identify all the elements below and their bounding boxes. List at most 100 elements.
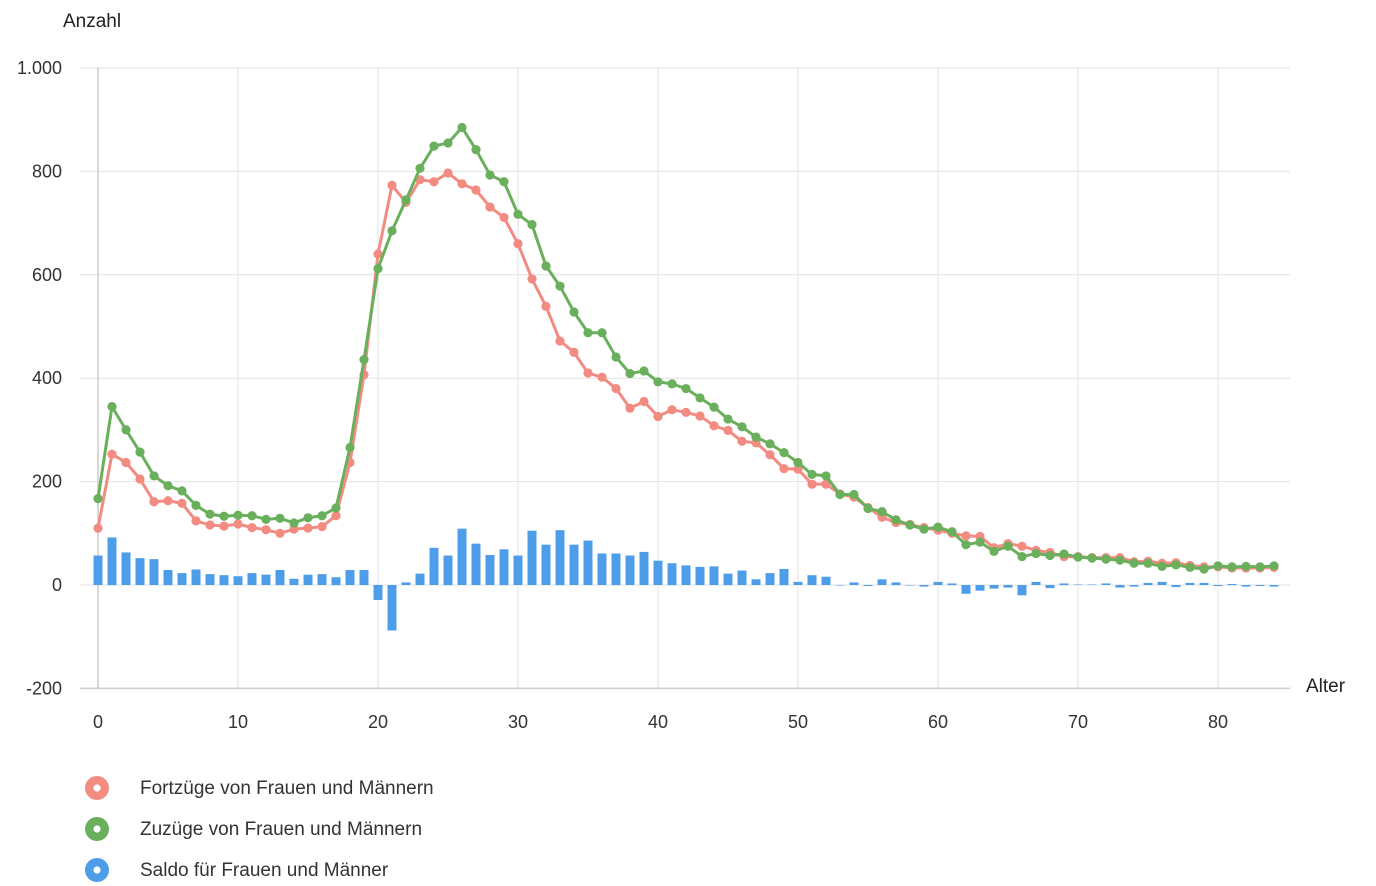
data-point	[401, 195, 411, 205]
y-tick-label: 0	[52, 575, 62, 595]
saldo-bar	[1171, 585, 1181, 588]
data-point	[149, 471, 159, 481]
saldo-bar	[345, 570, 355, 585]
data-point	[1045, 550, 1055, 561]
data-point	[177, 486, 187, 496]
data-point	[1241, 561, 1251, 571]
y-axis: -200 0 200 400 600 800 1.000	[17, 58, 62, 698]
saldo-bar	[1087, 584, 1097, 585]
legend-item[interactable]: Zuzüge von Frauen und Männern	[85, 817, 422, 841]
data-point	[1017, 541, 1027, 551]
data-point	[1059, 549, 1069, 559]
data-point	[373, 263, 383, 274]
data-point	[597, 372, 607, 382]
saldo-bar	[527, 530, 537, 585]
data-point	[1213, 561, 1223, 571]
data-point	[961, 540, 971, 550]
saldo-bar	[1059, 583, 1069, 585]
y-tick-label: 1.000	[17, 58, 62, 78]
data-point	[625, 403, 635, 413]
data-point	[107, 402, 117, 412]
data-point	[387, 180, 397, 190]
saldo-bar	[331, 577, 341, 585]
saldo-bar	[1003, 585, 1013, 588]
saldo-bar	[961, 585, 971, 594]
x-tick-label: 60	[928, 712, 948, 732]
data-point	[177, 498, 187, 508]
data-point	[93, 523, 103, 533]
saldo-bar	[177, 573, 187, 585]
saldo-bar	[443, 555, 453, 585]
saldo-bar	[387, 585, 397, 631]
data-point	[317, 511, 327, 521]
saldo-bar	[1031, 581, 1041, 585]
saldo-bar	[541, 544, 551, 585]
data-point	[541, 301, 551, 311]
saldo-bar	[779, 568, 789, 585]
data-point	[695, 411, 705, 421]
legend-item[interactable]: Fortzüge von Frauen und Männern	[85, 776, 434, 800]
data-point	[821, 479, 831, 489]
data-point	[415, 163, 425, 173]
saldo-bar	[471, 543, 481, 585]
saldo-bar	[107, 537, 117, 585]
saldo-bar	[751, 579, 761, 585]
y-tick-label: 800	[32, 161, 62, 181]
data-point	[583, 368, 593, 378]
data-point	[275, 513, 285, 523]
data-point	[373, 249, 383, 259]
data-point	[793, 464, 803, 474]
data-point	[359, 354, 369, 365]
data-point	[737, 436, 747, 446]
data-point	[1017, 551, 1027, 562]
data-point	[415, 175, 425, 185]
data-point	[891, 515, 901, 525]
x-tick-label: 0	[93, 712, 103, 732]
saldo-bar	[989, 585, 999, 589]
data-point	[1101, 554, 1111, 564]
data-point	[611, 352, 621, 362]
data-point	[723, 425, 733, 436]
data-point	[163, 481, 173, 491]
data-point	[1115, 555, 1125, 565]
saldo-bar	[1241, 585, 1251, 587]
data-point	[1073, 552, 1083, 562]
data-point	[261, 514, 271, 524]
data-point	[807, 479, 817, 489]
saldo-bar	[1269, 585, 1279, 587]
data-point	[135, 447, 145, 457]
data-point	[219, 521, 229, 531]
data-point	[1003, 541, 1013, 551]
data-point	[527, 274, 537, 284]
saldo-bar	[625, 555, 635, 585]
saldo-bar	[1115, 585, 1125, 588]
saldo-bar	[415, 573, 425, 585]
data-point	[1185, 562, 1195, 573]
data-point	[303, 513, 313, 523]
data-point	[667, 405, 677, 415]
y-tick-label: 200	[32, 472, 62, 492]
saldo-bar	[695, 566, 705, 585]
data-point	[653, 411, 663, 422]
data-point	[485, 202, 495, 212]
saldo-bar	[611, 553, 621, 585]
data-point	[471, 185, 481, 195]
saldo-bar	[303, 574, 313, 585]
saldo-bar	[583, 540, 593, 585]
legend-item[interactable]: Saldo für Frauen und Männer	[85, 858, 389, 882]
data-point	[975, 537, 985, 547]
saldo-bar	[723, 573, 733, 585]
series-lines	[93, 122, 1279, 574]
legend-label: Zuzüge von Frauen und Männern	[140, 819, 422, 840]
saldo-bar	[905, 585, 915, 586]
data-point	[765, 450, 775, 460]
data-point	[1129, 558, 1139, 568]
x-tick-label: 40	[648, 712, 668, 732]
data-point	[807, 469, 817, 479]
data-point	[681, 383, 691, 394]
saldo-bar	[1017, 585, 1027, 596]
data-point	[919, 524, 929, 534]
data-point	[1227, 562, 1237, 572]
data-point	[471, 145, 481, 155]
